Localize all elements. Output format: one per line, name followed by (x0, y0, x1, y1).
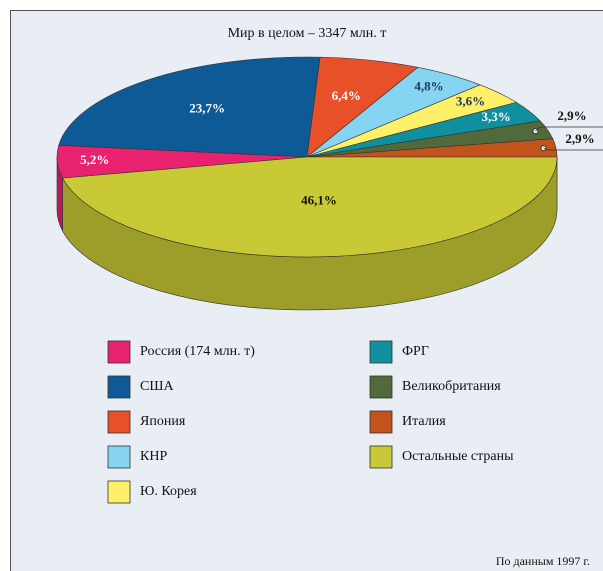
data-label: 2,9% (557, 108, 586, 123)
legend-label: Великобритания (402, 379, 501, 394)
legend-label: Япония (140, 414, 186, 429)
legend-label: Италия (402, 414, 446, 429)
legend-swatch (369, 410, 393, 434)
legend-swatch (107, 410, 131, 434)
leader-line (543, 147, 603, 151)
data-label: 3,6% (456, 94, 485, 109)
data-label: 2,9% (565, 131, 594, 146)
legend-swatch (369, 375, 393, 399)
data-label: 6,4% (332, 88, 361, 103)
legend-swatch (107, 480, 131, 504)
data-label: 4,8% (414, 78, 443, 93)
legend-label: КНР (140, 449, 167, 464)
data-label: 5,2% (80, 152, 109, 167)
legend-label: ФРГ (402, 344, 429, 359)
data-label: 23,7% (189, 101, 225, 116)
chart-title: Мир в целом – 3347 млн. т (228, 26, 387, 41)
data-label: 46,1% (301, 193, 337, 208)
legend-label: Ю. Корея (140, 484, 197, 499)
legend-label: Остальные страны (402, 449, 514, 464)
note: По данным 1997 г. (496, 554, 590, 568)
legend-swatch (107, 375, 131, 399)
data-label: 3,3% (482, 109, 511, 124)
legend-swatch (369, 340, 393, 364)
legend-label: Россия (174 млн. т) (140, 344, 255, 359)
slice (58, 56, 321, 158)
legend-swatch (107, 445, 131, 469)
legend-swatch (369, 445, 393, 469)
legend-swatch (107, 340, 131, 364)
slice (62, 156, 558, 258)
leader-line (535, 126, 603, 132)
legend-label: США (140, 379, 174, 394)
